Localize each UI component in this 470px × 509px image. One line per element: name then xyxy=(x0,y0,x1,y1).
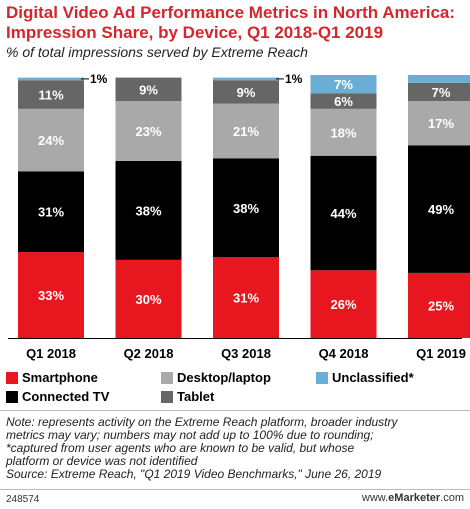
legend-label-desktop: Desktop/laptop xyxy=(177,370,271,385)
chart-id: 248574 xyxy=(6,494,40,505)
legend-label-unclassified: Unclassified* xyxy=(332,370,414,385)
bar-segment-smartphone-q4-2018 xyxy=(310,270,377,338)
category-label-q2-2018: Q2 2018 xyxy=(124,346,174,361)
bar-segment-tablet-q3-2018 xyxy=(213,80,279,104)
bar-segment-desktop-laptop-q1-2018 xyxy=(18,108,84,172)
legend-label-tablet: Tablet xyxy=(177,389,215,404)
data-label-connected-tv-q2-2018: 38% xyxy=(135,203,161,218)
data-label-desktop-laptop-q2-2018: 23% xyxy=(135,124,161,139)
bar-segment-tablet-q4-2018 xyxy=(310,93,377,109)
footer-divider xyxy=(0,489,470,490)
bar-segment-tablet-q1-2019 xyxy=(408,82,470,102)
data-label-unclassified-q3-2018: 1% xyxy=(285,72,303,86)
data-label-smartphone-q4-2018: 26% xyxy=(330,297,356,312)
chart-subtitle: % of total impressions served by Extreme… xyxy=(6,44,308,60)
bar-segment-unclassified-q3-2018 xyxy=(213,77,279,81)
bar-segment-desktop-laptop-q1-2019 xyxy=(408,101,470,146)
bar-segment-desktop-laptop-q3-2018 xyxy=(213,103,279,159)
bar-segment-smartphone-q3-2018 xyxy=(213,257,279,338)
bar-segment-connected-tv-q3-2018 xyxy=(213,158,279,258)
site-credit: www.eMarketer.com xyxy=(362,492,464,504)
site-prefix: www. xyxy=(361,492,389,504)
data-label-smartphone-q1-2018: 33% xyxy=(38,288,64,303)
bar-segment-tablet-q1-2018 xyxy=(18,80,84,109)
chart-legend: Smartphone Desktop/laptop Unclassified* … xyxy=(6,370,466,406)
data-label-smartphone-q3-2018: 31% xyxy=(233,291,259,306)
bar-segment-smartphone-q1-2018 xyxy=(18,252,84,338)
data-label-smartphone-q2-2018: 30% xyxy=(135,292,161,307)
bar-segment-desktop-laptop-q2-2018 xyxy=(115,101,182,161)
bar-segment-unclassified-q1-2018 xyxy=(18,77,84,81)
bar-segment-smartphone-q2-2018 xyxy=(115,259,182,338)
bar-segment-connected-tv-q1-2018 xyxy=(18,171,84,253)
legend-swatch-connected-tv xyxy=(6,390,18,403)
legend-label-connected-tv: Connected TV xyxy=(22,389,110,404)
bar-segment-desktop-laptop-q4-2018 xyxy=(310,108,377,156)
data-label-unclassified-q1-2018: 1% xyxy=(90,72,108,86)
legend-item-connected-tv: Connected TV xyxy=(6,389,109,404)
data-label-desktop-laptop-q1-2018: 24% xyxy=(38,133,64,148)
data-label-tablet-q1-2019: 7% xyxy=(432,85,451,100)
data-label-connected-tv-q4-2018: 44% xyxy=(330,206,356,221)
legend-swatch-unclassified xyxy=(316,371,328,384)
site-brand: eMarketer xyxy=(388,492,441,504)
legend-item-desktop: Desktop/laptop xyxy=(161,370,271,385)
category-label-q1-2018: Q1 2018 xyxy=(26,346,76,361)
bar-segment-tablet-q2-2018 xyxy=(115,77,182,102)
category-label-q4-2018: Q4 2018 xyxy=(319,346,369,361)
data-label-tablet-q2-2018: 9% xyxy=(139,82,158,97)
note-line: Note: represents activity on the Extreme… xyxy=(6,415,398,429)
bar-segment-connected-tv-q1-2019 xyxy=(408,145,470,273)
data-label-desktop-laptop-q3-2018: 21% xyxy=(233,124,259,139)
data-label-unclassified-q4-2018: 7% xyxy=(334,77,353,92)
data-label-desktop-laptop-q1-2019: 17% xyxy=(428,116,454,131)
legend-label-smartphone: Smartphone xyxy=(22,370,98,385)
data-label-connected-tv-q1-2019: 49% xyxy=(428,202,454,217)
note-line: *captured from user agents who are known… xyxy=(6,441,355,455)
stacked-bar-chart: 33% 31% 24% 11% 1% Q1 2018 30% 38% 23% 9% Q2 2018 3… xyxy=(8,72,470,361)
data-label-connected-tv-q1-2018: 31% xyxy=(38,205,64,220)
legend-swatch-desktop xyxy=(161,371,173,384)
data-label-tablet-q4-2018: 6% xyxy=(334,94,353,109)
legend-swatch-smartphone xyxy=(6,371,18,384)
legend-item-smartphone: Smartphone xyxy=(6,370,98,385)
data-label-tablet-q3-2018: 9% xyxy=(237,85,256,100)
notes-block: Note: represents activity on the Extreme… xyxy=(6,416,466,481)
category-label-q3-2018: Q3 2018 xyxy=(221,346,271,361)
category-label-q1-2019: Q1 2019 xyxy=(416,346,466,361)
bar-segment-smartphone-q1-2019 xyxy=(408,272,470,338)
source-line: Source: Extreme Reach, "Q1 2019 Video Be… xyxy=(6,467,382,481)
chart-title: Digital Video Ad Performance Metrics in … xyxy=(6,3,456,42)
notes-divider xyxy=(0,410,470,411)
note-line: platform or device was not identified xyxy=(6,454,198,468)
data-label-smartphone-q1-2019: 25% xyxy=(428,298,454,313)
data-label-desktop-laptop-q4-2018: 18% xyxy=(330,125,356,140)
bar-segment-unclassified-q1-2019 xyxy=(408,75,470,83)
bar-segment-unclassified-q4-2018 xyxy=(310,75,377,94)
legend-swatch-tablet xyxy=(161,390,173,403)
legend-item-unclassified: Unclassified* xyxy=(316,370,414,385)
site-suffix: .com xyxy=(440,492,464,504)
data-label-tablet-q1-2018: 11% xyxy=(38,88,64,103)
note-line: metrics may vary; numbers may not add up… xyxy=(6,428,374,442)
bar-segment-connected-tv-q2-2018 xyxy=(115,160,182,260)
legend-item-tablet: Tablet xyxy=(161,389,214,404)
bar-segment-connected-tv-q4-2018 xyxy=(310,155,377,271)
data-label-connected-tv-q3-2018: 38% xyxy=(233,201,259,216)
